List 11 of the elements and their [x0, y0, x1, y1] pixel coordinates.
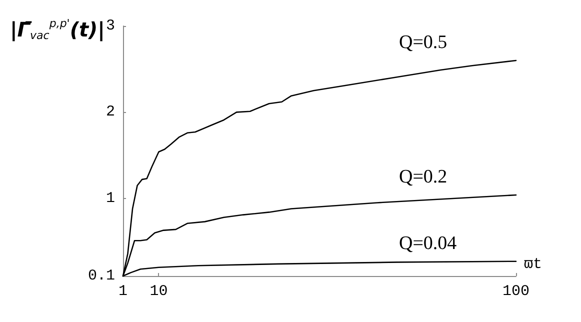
- y-tick-label: 0.1: [88, 268, 115, 284]
- y-tick-label: 1: [106, 190, 115, 207]
- series-label: Q=0.04: [399, 232, 458, 254]
- x-tick-label: 1: [118, 283, 128, 300]
- y-tick-label: 2: [106, 104, 115, 121]
- x-tick-label: 100: [502, 283, 530, 300]
- x-axis-title: ϖt: [524, 256, 542, 273]
- x-tick-label: 10: [150, 283, 168, 300]
- y-tick-label: 3: [106, 18, 115, 34]
- series-label: Q=0.2: [399, 166, 448, 188]
- series-label: Q=0.5: [399, 32, 448, 53]
